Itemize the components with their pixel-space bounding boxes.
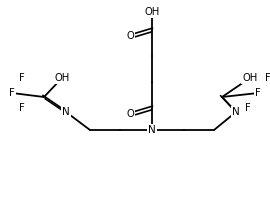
- Text: O: O: [126, 109, 134, 119]
- Text: OH: OH: [54, 73, 70, 83]
- Text: F: F: [19, 103, 25, 113]
- Text: OH: OH: [242, 73, 258, 83]
- Text: F: F: [9, 88, 15, 98]
- Text: OH: OH: [144, 7, 160, 17]
- Text: O: O: [126, 31, 134, 41]
- Text: F: F: [19, 73, 25, 83]
- Text: N: N: [232, 107, 240, 117]
- Text: N: N: [148, 125, 156, 135]
- Text: F: F: [265, 73, 270, 83]
- Text: F: F: [245, 103, 251, 113]
- Text: F: F: [255, 88, 261, 98]
- Text: N: N: [62, 107, 70, 117]
